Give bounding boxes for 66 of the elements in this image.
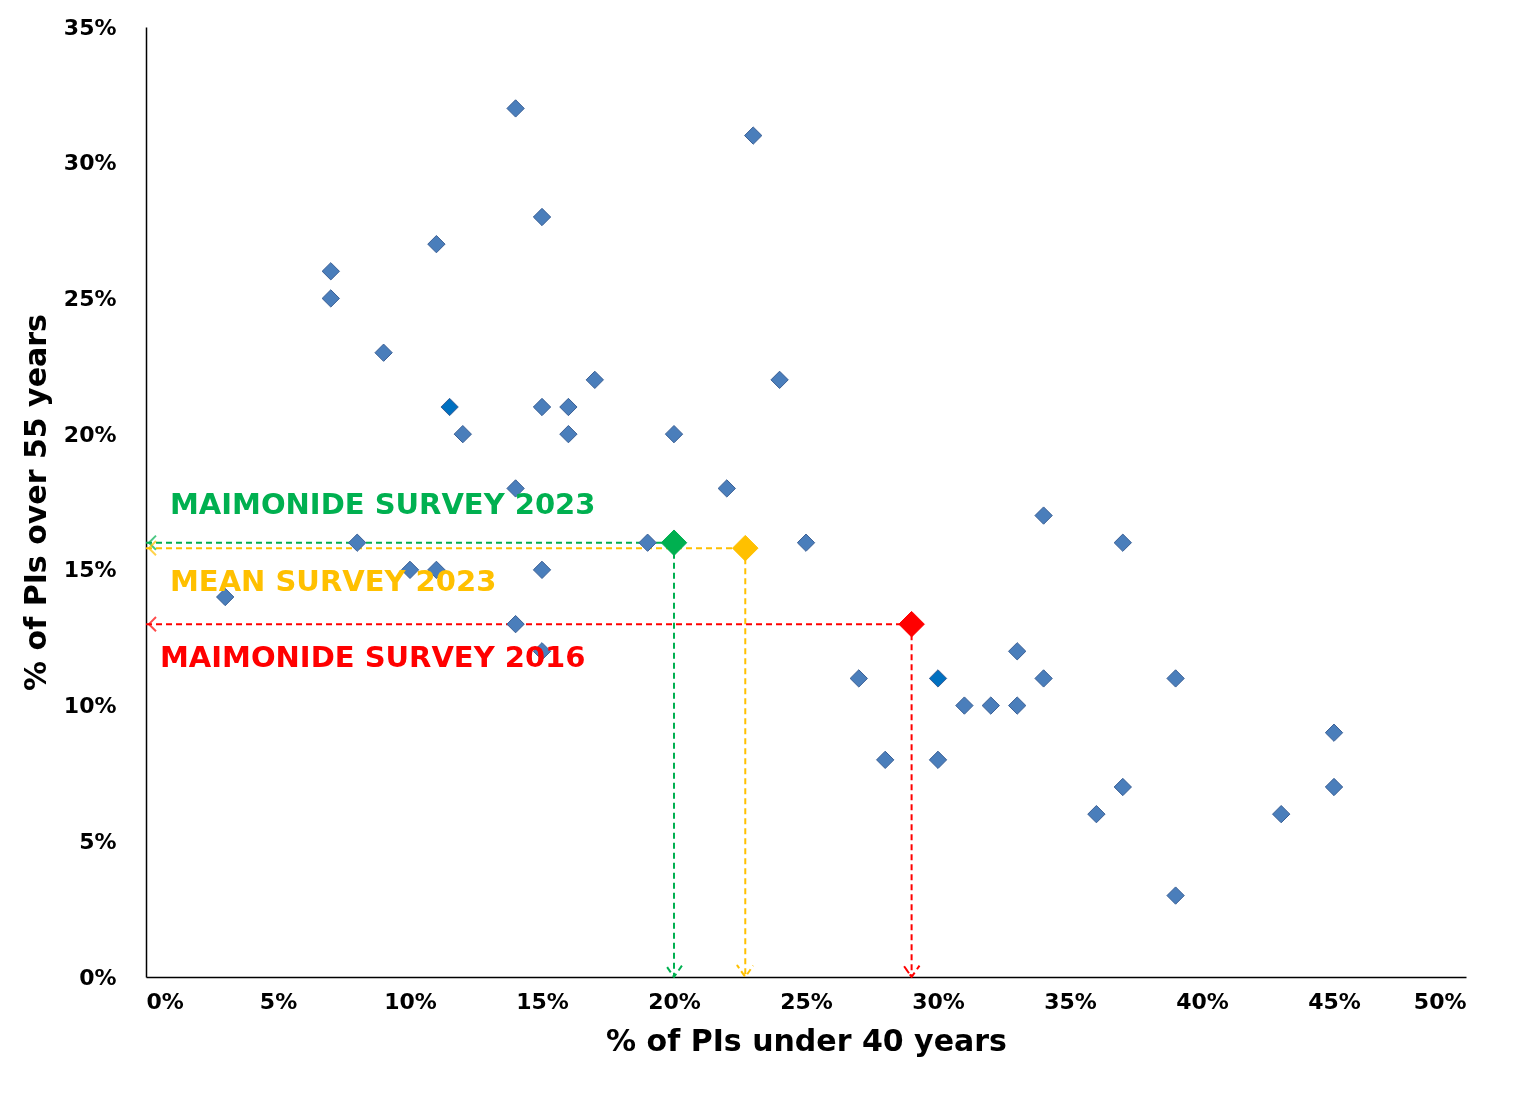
point <box>532 397 552 417</box>
point <box>1034 506 1053 525</box>
y-axis-title: % of PIs over 55 years <box>17 314 53 691</box>
point <box>1166 669 1185 688</box>
y-tick-label: 5% <box>79 828 117 854</box>
y-tick-label: 30% <box>63 150 117 176</box>
y-tick-label: 15% <box>63 557 117 583</box>
point <box>585 370 604 390</box>
point <box>717 479 736 498</box>
y-tick-label: 35% <box>63 14 117 40</box>
point <box>532 207 552 227</box>
point <box>348 533 367 552</box>
point <box>876 750 895 770</box>
point <box>506 614 525 634</box>
point <box>1113 533 1132 552</box>
point <box>427 234 446 254</box>
point <box>559 397 578 417</box>
point <box>559 424 578 444</box>
point <box>1324 777 1344 797</box>
legend-label: MAIMONIDE SURVEY 2016 <box>160 640 586 675</box>
point <box>928 750 948 770</box>
y-tick-label: 10% <box>63 693 117 719</box>
point <box>1166 886 1185 905</box>
x-tick-label: 45% <box>1308 988 1361 1014</box>
point <box>1113 777 1132 797</box>
point <box>660 529 688 556</box>
y-tick-label: 25% <box>63 285 117 311</box>
point <box>506 99 525 118</box>
point <box>1008 696 1027 715</box>
point <box>796 533 816 552</box>
point <box>532 560 552 580</box>
point <box>1087 804 1106 824</box>
point <box>1324 723 1344 742</box>
x-tick-label: 50% <box>1413 988 1467 1014</box>
point <box>1272 804 1291 824</box>
legend-label: MEAN SURVEY 2023 <box>170 564 497 599</box>
point <box>638 533 657 552</box>
point <box>321 289 340 308</box>
x-tick-label: 5% <box>259 988 298 1014</box>
point <box>374 343 393 362</box>
point <box>321 262 340 281</box>
point <box>898 610 925 638</box>
x-axis-title: % of PIs under 40 years <box>606 1022 1007 1058</box>
x-tick-label: 20% <box>648 988 701 1014</box>
point <box>732 534 759 562</box>
x-tick-label: 25% <box>780 988 833 1014</box>
y-tick-label: 0% <box>79 964 117 990</box>
text: MAIMONIDE SURVEY 2023 <box>170 486 596 521</box>
point <box>981 696 1000 715</box>
y-tick-label: 20% <box>63 421 117 447</box>
point <box>955 696 974 715</box>
x-tick-label: 30% <box>912 988 965 1014</box>
point <box>744 126 763 145</box>
point <box>453 424 472 444</box>
x-tick-label: 0% <box>146 988 184 1014</box>
point <box>849 669 868 688</box>
point <box>440 397 459 417</box>
point <box>1008 642 1027 661</box>
x-tick-label: 15% <box>516 988 569 1014</box>
point <box>1034 669 1053 688</box>
point <box>664 424 684 444</box>
x-tick-label: 40% <box>1176 988 1229 1014</box>
point <box>928 669 948 688</box>
x-tick-label: 10% <box>384 988 437 1014</box>
point <box>770 370 789 390</box>
x-tick-label: 35% <box>1044 988 1097 1014</box>
